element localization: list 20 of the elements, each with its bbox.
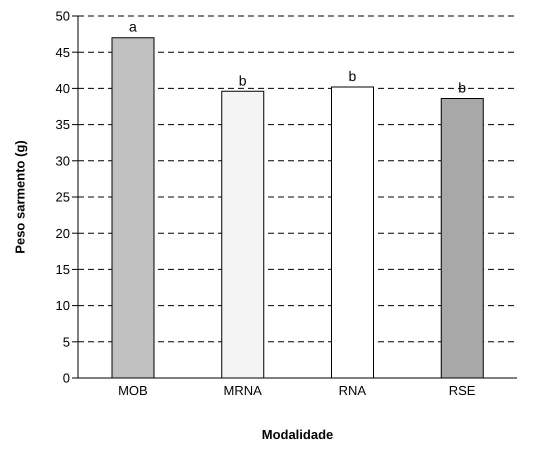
y-axis-title: Peso sarmento (g) xyxy=(12,140,28,254)
x-tick-label: MOB xyxy=(118,383,148,398)
y-tick-label: 0 xyxy=(62,370,70,386)
y-tick-label: 50 xyxy=(56,8,70,24)
y-tick-label: 15 xyxy=(56,262,70,278)
annotation: a xyxy=(128,18,137,35)
y-tick-label: 20 xyxy=(56,226,70,241)
annotation: b xyxy=(238,72,247,88)
y-tick-label: 5 xyxy=(62,334,70,350)
y-tick-label: 40 xyxy=(56,81,70,96)
y-tick-label: 30 xyxy=(56,153,70,168)
y-tick-label: 45 xyxy=(56,44,70,60)
y-tick-label: 35 xyxy=(56,117,70,132)
x-axis-title: Modalidade xyxy=(262,427,334,442)
x-tick-label: RNA xyxy=(338,383,366,398)
x-tick-label: MRNA xyxy=(223,383,262,398)
annotation: b xyxy=(348,68,356,84)
y-tick-label: 10 xyxy=(56,298,70,314)
x-tick-label: RSE xyxy=(448,383,476,398)
y-tick-label: 25 xyxy=(56,190,70,205)
